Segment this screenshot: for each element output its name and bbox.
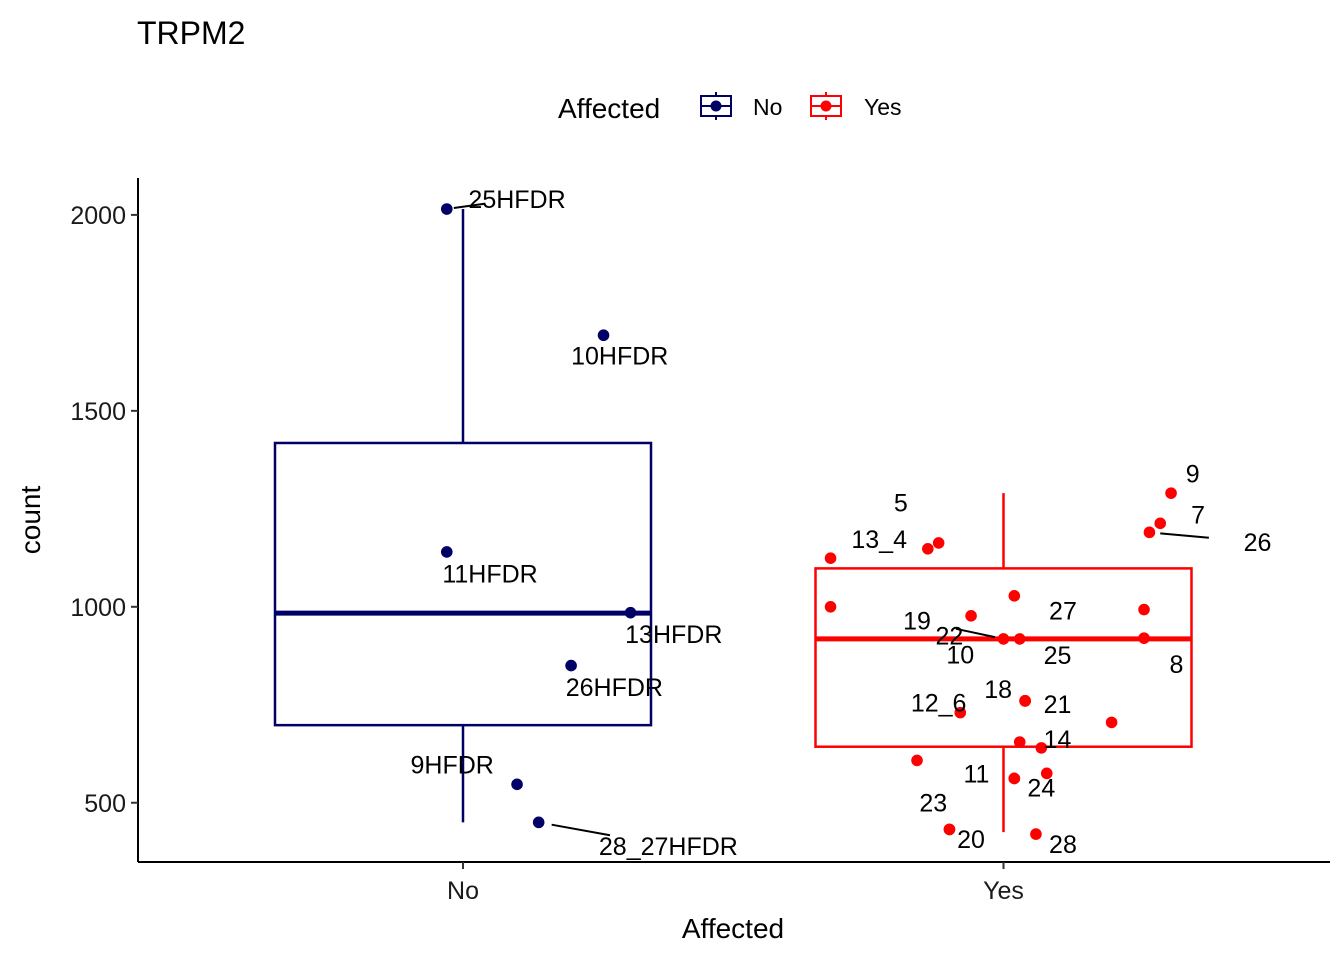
data-point: [597, 329, 610, 342]
data-point: [997, 633, 1010, 645]
point-label: 10: [946, 642, 974, 670]
legend-label: No: [753, 94, 782, 120]
box-no: [273, 209, 653, 823]
point-label: 25HFDR: [468, 186, 565, 214]
point-label: 21: [1044, 691, 1072, 719]
point-label: 20: [957, 826, 985, 854]
data-points: [440, 203, 1177, 840]
point-label: 12_6: [911, 689, 967, 717]
point-label: 11HFDR: [442, 560, 537, 588]
legend-key-yes: [810, 92, 842, 120]
data-point: [624, 606, 637, 619]
data-point: [954, 706, 967, 719]
point-label: 25: [1044, 642, 1072, 670]
chart-title: TRPM2: [137, 15, 245, 51]
data-point: [1019, 695, 1031, 707]
label-segments: [453, 202, 1209, 837]
data-point: [1030, 828, 1042, 840]
point-labels: 25HFDR 10HFDR 11HFDR 13HFDR 26HFDR 9HFDR 28_27…: [411, 186, 1272, 861]
point-label: 26HFDR: [566, 674, 663, 702]
point-label: 28: [1049, 831, 1077, 859]
label-segment: [955, 627, 996, 639]
legend-point: [820, 100, 832, 112]
point-label: 14: [1044, 726, 1072, 754]
data-point: [1143, 526, 1156, 539]
y-tick-label: 1000: [70, 594, 126, 622]
point-label: 22: [936, 622, 964, 650]
data-point: [1008, 772, 1021, 785]
label-segment: [1160, 532, 1209, 539]
data-point: [1154, 517, 1167, 530]
point-label: 9: [1186, 461, 1200, 489]
point-label: 13_4: [851, 526, 907, 554]
data-point: [1105, 716, 1118, 729]
axes: 500 1000 1500 2000 No Yes: [70, 178, 1330, 905]
point-label: 8: [1170, 651, 1184, 679]
box-body: [814, 567, 1193, 748]
legend-label: Yes: [864, 94, 902, 120]
data-point: [511, 778, 523, 791]
data-point: [532, 816, 545, 829]
data-point: [1165, 487, 1177, 499]
data-point: [1013, 633, 1026, 645]
point-label: 13HFDR: [625, 621, 722, 649]
y-tick-label: 1500: [70, 398, 126, 426]
box-yes: [814, 493, 1193, 833]
data-point: [965, 610, 977, 622]
data-point: [824, 552, 837, 565]
data-point: [565, 659, 577, 672]
point-label: 5: [894, 490, 908, 518]
data-point: [440, 546, 453, 558]
data-point: [824, 601, 837, 613]
point-label: 27: [1049, 598, 1077, 626]
y-axis-label: count: [15, 486, 46, 555]
x-axis-label: Affected: [682, 913, 784, 944]
y-tick-label: 2000: [70, 202, 126, 230]
data-point: [922, 542, 934, 555]
x-tick-label: No: [447, 877, 479, 905]
point-label: 26: [1244, 529, 1272, 557]
legend-title: Affected: [558, 93, 660, 124]
point-label: 10HFDR: [571, 343, 668, 371]
point-label: 19: [903, 608, 931, 636]
data-point: [943, 823, 956, 836]
label-segment: [551, 823, 611, 837]
data-point: [932, 537, 945, 549]
data-point: [1008, 590, 1021, 602]
data-point: [440, 203, 453, 215]
point-label: 28_27HFDR: [599, 833, 738, 861]
point-label: 7: [1191, 502, 1205, 530]
data-point: [1013, 736, 1026, 748]
data-point: [1035, 742, 1048, 754]
point-label: 23: [919, 789, 947, 817]
point-label: 18: [984, 676, 1012, 704]
legend-point: [710, 100, 722, 112]
legend-key-no: [700, 92, 732, 120]
data-point: [911, 754, 923, 767]
x-tick-label: Yes: [983, 877, 1024, 905]
point-label: 9HFDR: [411, 752, 494, 780]
box-body: [273, 441, 653, 727]
legend: Affected No Yes: [558, 92, 902, 124]
point-label: 24: [1027, 774, 1055, 802]
point-label: 11: [963, 761, 989, 789]
data-point: [1138, 632, 1150, 644]
data-point: [1138, 603, 1150, 616]
label-segment: [453, 202, 486, 210]
data-point: [1040, 767, 1053, 780]
boxes: [273, 209, 1193, 833]
y-tick-label: 500: [84, 790, 126, 818]
